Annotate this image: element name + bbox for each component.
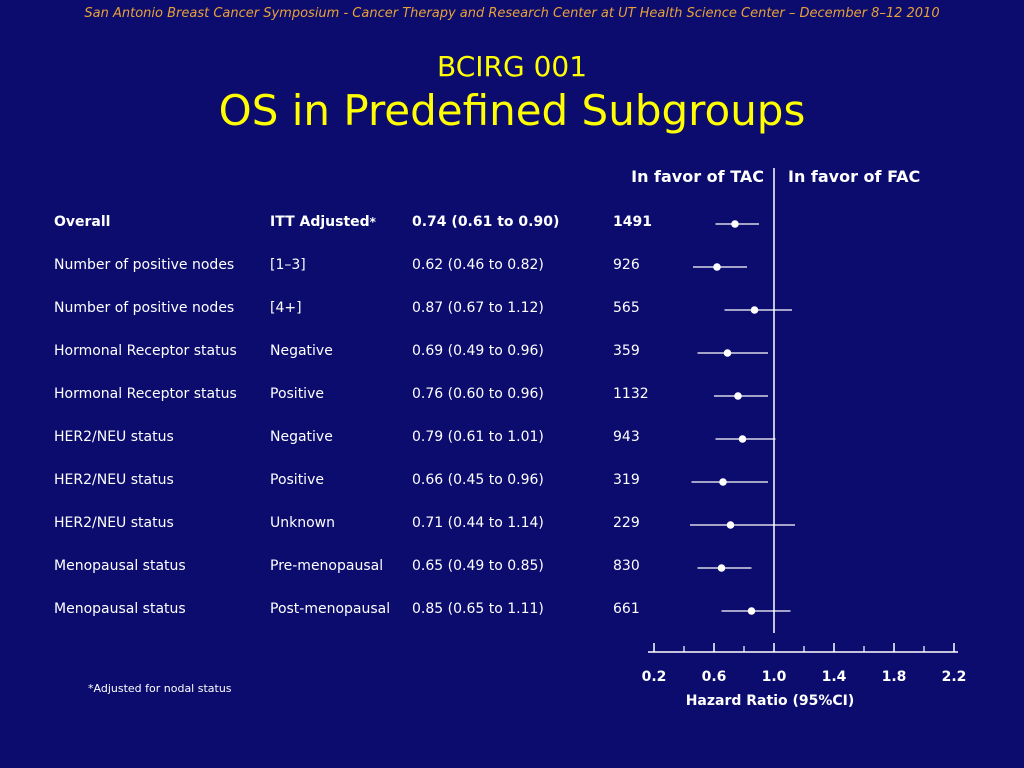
table-row: Hormonal Receptor status Negative 0.69 (0.…: [0, 343, 680, 363]
category-label: [1–3]: [270, 257, 306, 273]
table-row: HER2/NEU status Unknown 0.71 (0.44 to 1.14…: [0, 515, 680, 535]
table-row: Menopausal status Pre-menopausal 0.65 (0.4…: [0, 558, 680, 578]
point-estimate: [726, 521, 735, 529]
patient-count: 830: [613, 558, 640, 574]
category-label: Negative: [270, 429, 333, 445]
patient-count: 661: [613, 601, 640, 617]
subgroup-label: Number of positive nodes: [54, 300, 235, 316]
point-estimate: [719, 478, 727, 486]
subgroup-label: HER2/NEU status: [54, 515, 174, 531]
hazard-ratio-text: 0.74 (0.61 to 0.90): [412, 214, 560, 230]
subgroup-label: Number of positive nodes: [54, 257, 235, 273]
hazard-ratio-text: 0.71 (0.44 to 1.14): [412, 515, 544, 531]
point-estimate: [738, 435, 747, 443]
patient-count: 359: [613, 343, 640, 359]
slide-title-trial: BCIRG 001: [436, 50, 588, 83]
hazard-ratio-text: 0.79 (0.61 to 1.01): [412, 429, 544, 445]
x-axis-title: Hazard Ratio (95%CI): [686, 693, 855, 709]
subgroup-label: Hormonal Receptor status: [54, 386, 237, 402]
tick-label: 0.6: [702, 669, 727, 685]
point-estimate: [717, 564, 726, 572]
hazard-ratio-text: 0.85 (0.65 to 1.11): [412, 601, 544, 617]
patient-count: 229: [613, 515, 640, 531]
table-row: Number of positive nodes [4+] 0.87 (0.67 t…: [0, 300, 680, 320]
table-row: Number of positive nodes [1–3] 0.62 (0.46 …: [0, 257, 680, 277]
table-row: HER2/NEU status Positive 0.66 (0.45 to 0.9…: [0, 472, 680, 492]
point-estimate: [723, 349, 732, 357]
point-estimate: [750, 306, 759, 314]
subgroup-label: Overall: [54, 214, 111, 230]
patient-count: 943: [613, 429, 640, 445]
footnote: *Adjusted for nodal status: [88, 682, 232, 695]
table-row: Overall ITT Adjusted* 0.74 (0.61 to 0.90) 1…: [0, 214, 680, 234]
category-label: Post-menopausal: [270, 601, 391, 617]
category-label: [4+]: [270, 300, 302, 316]
point-estimate: [713, 263, 721, 271]
category-label: Unknown: [270, 515, 335, 531]
hazard-ratio-text: 0.65 (0.49 to 0.85): [412, 558, 544, 574]
patient-count: 926: [613, 257, 640, 273]
subgroup-label: Menopausal status: [54, 601, 186, 617]
category-label: Positive: [270, 386, 324, 402]
hazard-ratio-text: 0.66 (0.45 to 0.96): [412, 472, 544, 488]
table-row: Hormonal Receptor status Positive 0.76 (0.…: [0, 386, 680, 406]
category-label: Pre-menopausal: [270, 558, 384, 574]
tick-label: 1.4: [822, 669, 847, 685]
table-row: HER2/NEU status Negative 0.79 (0.61 to 1.0…: [0, 429, 680, 449]
patient-count: 1132: [613, 386, 649, 402]
header-note: San Antonio Breast Cancer Symposium - Ca…: [84, 6, 940, 21]
favor-fac-label: In favor of FAC: [788, 167, 921, 186]
favor-tac-label: In favor of TAC: [631, 167, 764, 186]
tick-label: 1.8: [882, 669, 907, 685]
subgroup-label: HER2/NEU status: [54, 429, 174, 445]
subgroup-label: HER2/NEU status: [54, 472, 174, 488]
tick-label: 0.2: [642, 669, 667, 685]
hazard-ratio-text: 0.76 (0.60 to 0.96): [412, 386, 544, 402]
patient-count: 565: [613, 300, 640, 316]
slide-title-main: OS in Predefined Subgroups: [218, 86, 806, 135]
hazard-ratio-text: 0.87 (0.67 to 1.12): [412, 300, 544, 316]
category-label: Positive: [270, 472, 324, 488]
category-label: Negative: [270, 343, 333, 359]
tick-label: 1.0: [762, 669, 787, 685]
hazard-ratio-text: 0.62 (0.46 to 0.82): [412, 257, 544, 273]
subgroup-label: Menopausal status: [54, 558, 186, 574]
category-cell: ITT Adjusted*: [270, 214, 376, 230]
point-estimate: [731, 220, 739, 228]
hazard-ratio-text: 0.69 (0.49 to 0.96): [412, 343, 544, 359]
patient-count: 1491: [613, 214, 652, 230]
category-label: ITT Adjusted: [270, 214, 370, 230]
tick-label: 2.2: [942, 669, 967, 685]
patient-count: 319: [613, 472, 640, 488]
subgroup-label: Hormonal Receptor status: [54, 343, 237, 359]
table-row: Menopausal status Post-menopausal 0.85 (0.…: [0, 601, 680, 621]
footnote-marker: *: [369, 215, 376, 229]
point-estimate: [734, 392, 742, 400]
point-estimate: [747, 607, 756, 615]
